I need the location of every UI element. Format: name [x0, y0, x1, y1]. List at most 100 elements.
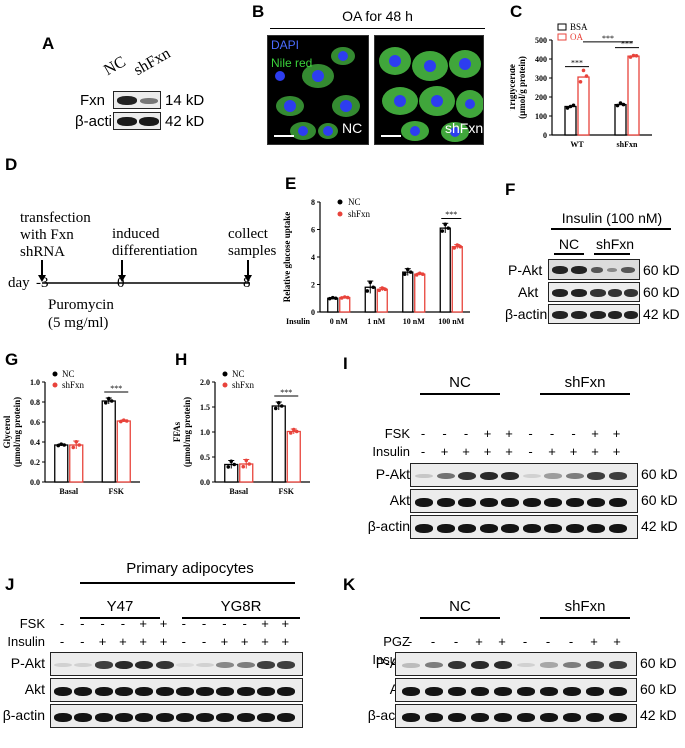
blot-band: [135, 660, 154, 670]
blot-band: [436, 523, 455, 533]
row-label-p-akt: P-Akt: [508, 262, 543, 278]
blot-band: [544, 523, 562, 533]
step-line: samples: [228, 243, 277, 259]
step-line: transfection: [20, 210, 91, 226]
panel-label-k: K: [343, 575, 356, 594]
condition-row-label: PGZ: [383, 634, 410, 649]
cell-stain-graphic-nc: [274, 47, 360, 140]
microscopy-image-shfxn: shFxn: [374, 35, 484, 145]
lane-sign: -: [430, 634, 436, 649]
bar: [627, 55, 640, 136]
data-point: [368, 280, 373, 285]
lane-sign: +: [591, 426, 599, 441]
stain-label-dapi: DAPI: [271, 38, 300, 52]
data-point: [226, 465, 231, 469]
lane-sign: -: [420, 444, 426, 459]
blot-band: [563, 686, 581, 696]
timeline-step-transfection: transfection with Fxn shRNA: [20, 210, 91, 261]
blot-band: [586, 661, 604, 669]
sig-stars: ***: [621, 40, 633, 49]
blot-band: [609, 686, 627, 696]
drug-label: Puromycin (5 mg/ml): [48, 296, 114, 332]
lane-sign: +: [159, 634, 168, 649]
blot-band: [458, 523, 476, 533]
lane-sign: +: [440, 444, 449, 459]
legend-label: NC: [62, 369, 75, 379]
primary-adipocytes-rule: [80, 582, 295, 584]
western-blot-strip: [410, 515, 638, 539]
panel-label-c: C: [510, 2, 523, 21]
legend-label: shFxn: [348, 209, 371, 219]
y-tick-label: 0.8: [30, 398, 40, 407]
size-label: 42 kD: [640, 707, 677, 723]
row-label-fxn: Fxn: [80, 92, 106, 109]
y-tick-label: 0.6: [30, 418, 40, 427]
lane-sign: +: [613, 634, 621, 649]
y-axis-label-unit: (μmol/mg protein): [182, 397, 192, 467]
lane-sign: -: [181, 616, 186, 631]
blot-band: [587, 472, 605, 480]
blot-band: [236, 661, 255, 669]
day-8: 8: [243, 275, 251, 291]
y-tick-label: 100: [535, 112, 547, 121]
lane-sign: +: [139, 634, 147, 649]
glycerol-chart: 0.0 0.2 0.4 0.6 0.8 1.0 Glycerol (μmol/mg prote…: [2, 369, 140, 496]
blot-band: [155, 712, 174, 722]
group-rule: [420, 617, 500, 619]
lane-sign: +: [220, 634, 229, 649]
blot-row-label: β-actin: [367, 518, 410, 534]
blot-band: [257, 686, 275, 696]
blot-band: [402, 662, 420, 668]
lane-sign: +: [548, 444, 556, 459]
panel-label-a: A: [42, 34, 55, 53]
blot-band: [114, 660, 133, 670]
condition-row-label: Insulin: [7, 634, 45, 649]
panel-label-e: E: [285, 174, 297, 193]
bar: [439, 227, 451, 313]
y-tick-label: 0.0: [200, 478, 210, 487]
condition-label-nc: NC: [101, 53, 129, 80]
panel-label-d: D: [5, 155, 18, 174]
sig-stars: ***: [571, 59, 583, 68]
y-tick-label: 1.0: [30, 378, 40, 387]
western-blot-strip: [50, 678, 303, 702]
lane-sign: +: [281, 616, 290, 631]
y-tick-label: 0.4: [30, 438, 40, 447]
y-tick-label: 0.5: [200, 453, 210, 462]
condition-row-label: FSK: [384, 426, 410, 441]
bar: [271, 405, 286, 483]
y-axis-label-unit: (μmol/g protein): [517, 56, 527, 119]
timeline-step-collect: collect samples: [228, 226, 276, 260]
blot-band: [448, 712, 466, 722]
drug-line: (5 mg/ml): [48, 315, 109, 331]
legend-swatch: [557, 33, 567, 41]
insulin-header-rule: [551, 228, 671, 230]
blot-band: [277, 712, 296, 722]
data-point: [247, 462, 252, 466]
group-label: Y47: [106, 598, 134, 615]
blot-band: [501, 471, 519, 481]
blot-band: [257, 661, 275, 669]
blot-band: [216, 661, 235, 669]
blot-band: [586, 686, 604, 696]
legend-label: shFxn: [232, 380, 255, 390]
panel-label-j: J: [5, 575, 15, 594]
data-point: [377, 288, 382, 293]
data-point: [420, 272, 425, 276]
western-blot-strip: [395, 678, 637, 702]
panel-label-b: B: [252, 2, 265, 21]
blot-band: [522, 523, 541, 533]
blot-band: [74, 662, 93, 668]
blot-band: [494, 712, 512, 722]
lane-sign: +: [159, 616, 168, 631]
data-point: [628, 55, 633, 59]
blot-band: [609, 661, 627, 669]
blot-band: [54, 662, 72, 668]
western-blot-actin: [113, 112, 161, 130]
y-axis-label-unit: (μmol/mg protein): [12, 397, 22, 467]
cell-stain-graphic-shfxn: [379, 47, 483, 142]
data-point: [59, 442, 64, 446]
lane-sign: -: [568, 634, 574, 649]
blot-band: [608, 497, 627, 507]
bar: [414, 273, 426, 313]
